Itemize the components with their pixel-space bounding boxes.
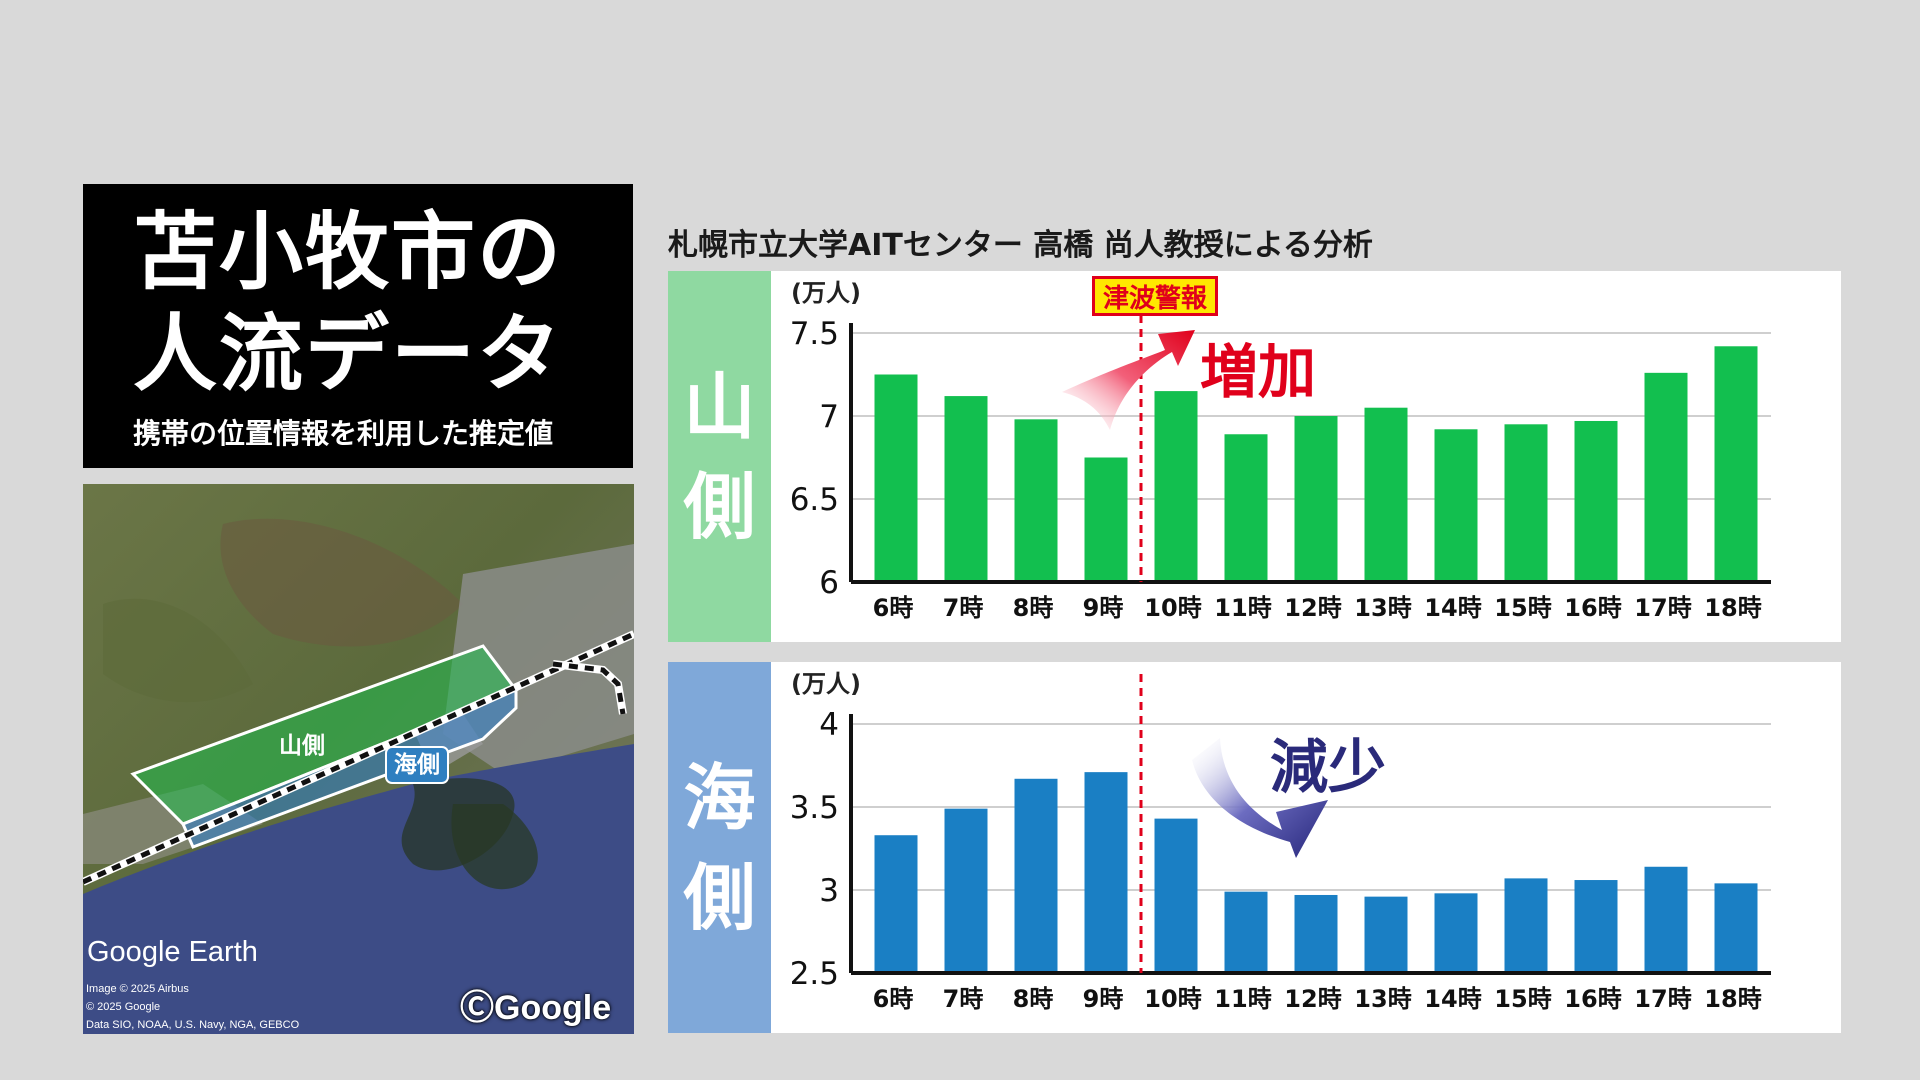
google-earth-logo: Google Earth bbox=[87, 936, 258, 968]
x-tick-label: 10時 bbox=[1144, 985, 1201, 1013]
y-tick-label: 2.5 bbox=[790, 956, 839, 992]
x-tick-label: 8時 bbox=[1013, 985, 1054, 1013]
side-label-mountain: 山 側 bbox=[668, 271, 771, 642]
y-tick-label: 4 bbox=[819, 707, 839, 743]
bar-chart-sea-side: (万人) 2.5 3 3.5 4 6時 7時 8時 9時 10時 11時 12時 13時 14時 15時 16… bbox=[790, 670, 1771, 1013]
y-tick-label: 3 bbox=[819, 873, 839, 909]
bar bbox=[1434, 893, 1478, 973]
y-unit-label: (万人) bbox=[791, 279, 861, 307]
bar bbox=[1714, 883, 1758, 973]
map-attribution-2: © 2025 Google bbox=[86, 1001, 161, 1013]
x-tick-label: 18時 bbox=[1704, 594, 1761, 622]
bar bbox=[1154, 818, 1198, 973]
bar bbox=[1364, 896, 1408, 973]
y-tick-label: 7 bbox=[819, 399, 839, 435]
bar bbox=[1714, 346, 1758, 582]
x-tick-label: 7時 bbox=[943, 985, 984, 1013]
map-attribution-3: Data SIO, NOAA, U.S. Navy, NGA, GEBCO bbox=[86, 1019, 300, 1031]
bar bbox=[1224, 434, 1268, 582]
bar bbox=[1574, 420, 1618, 582]
bar bbox=[1364, 407, 1408, 582]
bar bbox=[1644, 866, 1688, 973]
y-tick-label: 6 bbox=[819, 565, 839, 601]
side-label-char: 側 bbox=[683, 464, 756, 549]
bar bbox=[1224, 891, 1268, 973]
x-tick-label: 18時 bbox=[1704, 985, 1761, 1013]
x-tick-label: 17時 bbox=[1634, 594, 1691, 622]
bar bbox=[1504, 878, 1548, 973]
bar bbox=[1014, 419, 1058, 582]
side-label-sea: 海 側 bbox=[668, 662, 771, 1033]
bar bbox=[1504, 424, 1548, 582]
x-tick-label: 15時 bbox=[1494, 594, 1551, 622]
y-tick-label: 6.5 bbox=[790, 482, 839, 518]
x-tick-label: 14時 bbox=[1424, 594, 1481, 622]
chart-panel-mountain-side: 山 側 (万人) 6 6.5 7 7.5 6時 7時 8時 9時 10時 11時 12時 13時 14時 1… bbox=[668, 271, 1841, 642]
bar bbox=[944, 808, 988, 973]
side-label-char: 海 bbox=[683, 755, 756, 840]
x-tick-label: 12時 bbox=[1284, 594, 1341, 622]
bar bbox=[874, 835, 918, 973]
x-tick-label: 6時 bbox=[873, 594, 914, 622]
bar bbox=[944, 396, 988, 582]
x-tick-label: 17時 bbox=[1634, 985, 1691, 1013]
source-caption: 札幌市立大学AITセンター 高橋 尚人教授による分析 bbox=[668, 228, 1373, 263]
x-tick-label: 12時 bbox=[1284, 985, 1341, 1013]
bar bbox=[1294, 894, 1338, 973]
map-label-mountain-side: 山側 bbox=[279, 733, 325, 759]
x-tick-label: 7時 bbox=[943, 594, 984, 622]
bar bbox=[1154, 391, 1198, 582]
x-tick-label: 13時 bbox=[1354, 594, 1411, 622]
map-label-sea-side: 海側 bbox=[385, 746, 449, 784]
x-tick-label: 8時 bbox=[1013, 594, 1054, 622]
side-label-char: 山 bbox=[683, 364, 756, 449]
x-tick-label: 15時 bbox=[1494, 985, 1551, 1013]
decrease-callout: 減少 bbox=[1270, 733, 1387, 801]
title-line-2: 人流データ bbox=[133, 305, 564, 403]
y-tick-label: 3.5 bbox=[790, 790, 839, 826]
bar bbox=[874, 374, 918, 582]
bar bbox=[1294, 416, 1338, 582]
x-tick-label: 9時 bbox=[1083, 985, 1124, 1013]
satellite-map: 山側 海側 Google Earth Image © 2025 Airbus ©… bbox=[83, 484, 634, 1034]
x-tick-label: 11時 bbox=[1214, 594, 1271, 622]
side-label-char: 側 bbox=[683, 855, 756, 940]
y-unit-label: (万人) bbox=[791, 670, 861, 698]
y-tick-label: 7.5 bbox=[790, 316, 839, 352]
x-tick-label: 11時 bbox=[1214, 985, 1271, 1013]
chart-panel-sea-side: 海 側 (万人) 2.5 3 3.5 4 6時 7時 8時 9時 10時 11時 12時 13時 14時 1… bbox=[668, 662, 1841, 1033]
map-graphic bbox=[83, 484, 634, 1034]
map-attribution-1: Image © 2025 Airbus bbox=[86, 983, 189, 995]
x-tick-label: 13時 bbox=[1354, 985, 1411, 1013]
x-tick-label: 16時 bbox=[1564, 594, 1621, 622]
x-tick-label: 16時 bbox=[1564, 985, 1621, 1013]
subtitle: 携帯の位置情報を利用した推定値 bbox=[133, 417, 554, 450]
tsunami-warning-tag: 津波警報 bbox=[1092, 276, 1219, 316]
x-tick-label: 9時 bbox=[1083, 594, 1124, 622]
x-tick-label: 14時 bbox=[1424, 985, 1481, 1013]
bar bbox=[1014, 778, 1058, 973]
increase-callout: 増加 bbox=[1199, 337, 1317, 407]
bar-chart-mountain-side: (万人) 6 6.5 7 7.5 6時 7時 8時 9時 10時 11時 12時 13時 14時 15時 16… bbox=[790, 279, 1771, 622]
bar bbox=[1434, 429, 1478, 582]
bar bbox=[1574, 880, 1618, 973]
bar bbox=[1084, 772, 1128, 973]
bar bbox=[1084, 457, 1128, 582]
x-tick-label: 6時 bbox=[873, 985, 914, 1013]
bar bbox=[1644, 372, 1688, 582]
title-panel: 苫小牧市の 人流データ 携帯の位置情報を利用した推定値 bbox=[83, 184, 633, 468]
title-line-1: 苫小牧市の bbox=[133, 203, 564, 301]
google-copyright: ⒸGoogle bbox=[460, 989, 612, 1027]
x-tick-label: 10時 bbox=[1144, 594, 1201, 622]
